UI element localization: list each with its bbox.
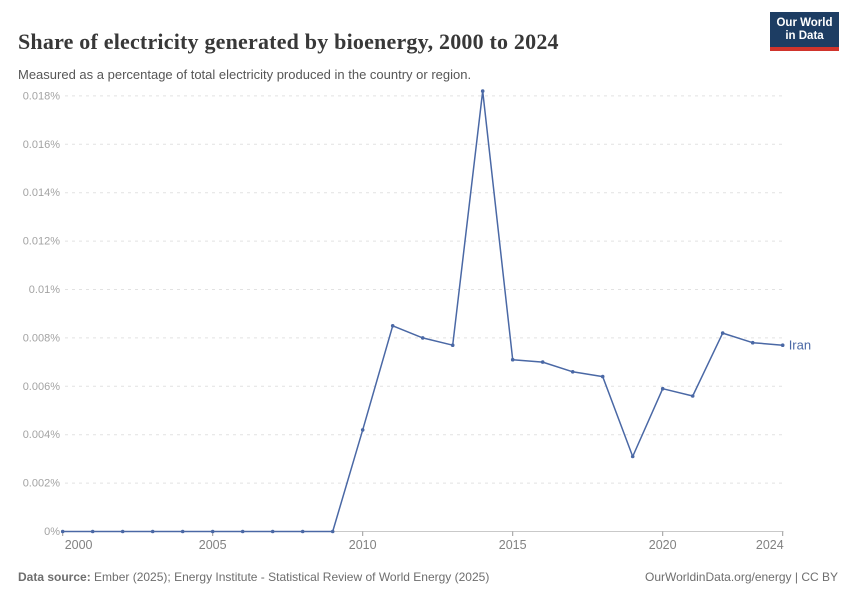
owid-logo-line2: in Data	[785, 30, 824, 42]
series-line-iran[interactable]	[61, 90, 784, 533]
data-point[interactable]	[120, 529, 125, 534]
data-point[interactable]	[780, 343, 785, 348]
data-point[interactable]	[330, 529, 335, 534]
x-tick-label: 2020	[649, 538, 677, 552]
x-tick-label: 2010	[349, 538, 377, 552]
y-tick-label: 0.016%	[23, 139, 61, 151]
data-point[interactable]	[510, 357, 515, 362]
data-point[interactable]	[90, 529, 95, 534]
data-point[interactable]	[180, 529, 185, 534]
y-tick-label: 0.018%	[23, 90, 61, 102]
data-point[interactable]	[690, 394, 695, 398]
x-tick-label: 2015	[499, 538, 527, 552]
y-tick-label: 0.004%	[23, 429, 61, 441]
data-point[interactable]	[450, 343, 455, 348]
chart-title: Share of electricity generated by bioene…	[18, 28, 559, 54]
x-tick-label: 2024	[756, 538, 784, 552]
data-point[interactable]	[600, 374, 605, 379]
data-point[interactable]	[270, 529, 275, 534]
chart-subtitle: Measured as a percentage of total electr…	[18, 67, 472, 82]
data-point[interactable]	[630, 454, 635, 459]
y-tick-label: 0.012%	[23, 236, 61, 248]
license-link[interactable]: OurWorldinData.org/energy | CC BY	[645, 570, 838, 584]
data-point[interactable]	[480, 89, 485, 93]
data-point[interactable]	[390, 324, 395, 328]
data-point[interactable]	[360, 428, 365, 432]
y-tick-label: 0.01%	[29, 284, 60, 296]
data-point[interactable]	[60, 529, 65, 534]
data-source: Data source: Ember (2025); Energy Instit…	[18, 570, 489, 584]
data-point[interactable]	[540, 360, 545, 364]
y-tick-label: 0.006%	[23, 381, 61, 393]
y-tick-label: 0.014%	[23, 187, 61, 199]
owid-logo: Our World in Data	[770, 12, 839, 51]
x-tick-label: 2000	[65, 538, 93, 552]
data-point[interactable]	[720, 331, 725, 335]
series-label-iran[interactable]: Iran	[789, 338, 811, 353]
data-point[interactable]	[750, 340, 755, 345]
data-point[interactable]	[300, 529, 305, 534]
data-point[interactable]	[570, 370, 575, 374]
y-tick-label: 0.008%	[23, 332, 61, 344]
owid-logo-line1: Our World	[776, 17, 833, 29]
y-tick-label: 0.002%	[23, 478, 61, 490]
data-point[interactable]	[240, 529, 245, 534]
data-point[interactable]	[210, 529, 215, 534]
data-point[interactable]	[150, 529, 155, 534]
data-source-text: Ember (2025); Energy Institute - Statist…	[90, 570, 490, 584]
data-source-label: Data source:	[18, 570, 91, 584]
x-tick-label: 2005	[199, 538, 227, 552]
data-point[interactable]	[660, 386, 665, 391]
y-tick-label: 0%	[44, 526, 60, 538]
data-point[interactable]	[420, 336, 425, 340]
